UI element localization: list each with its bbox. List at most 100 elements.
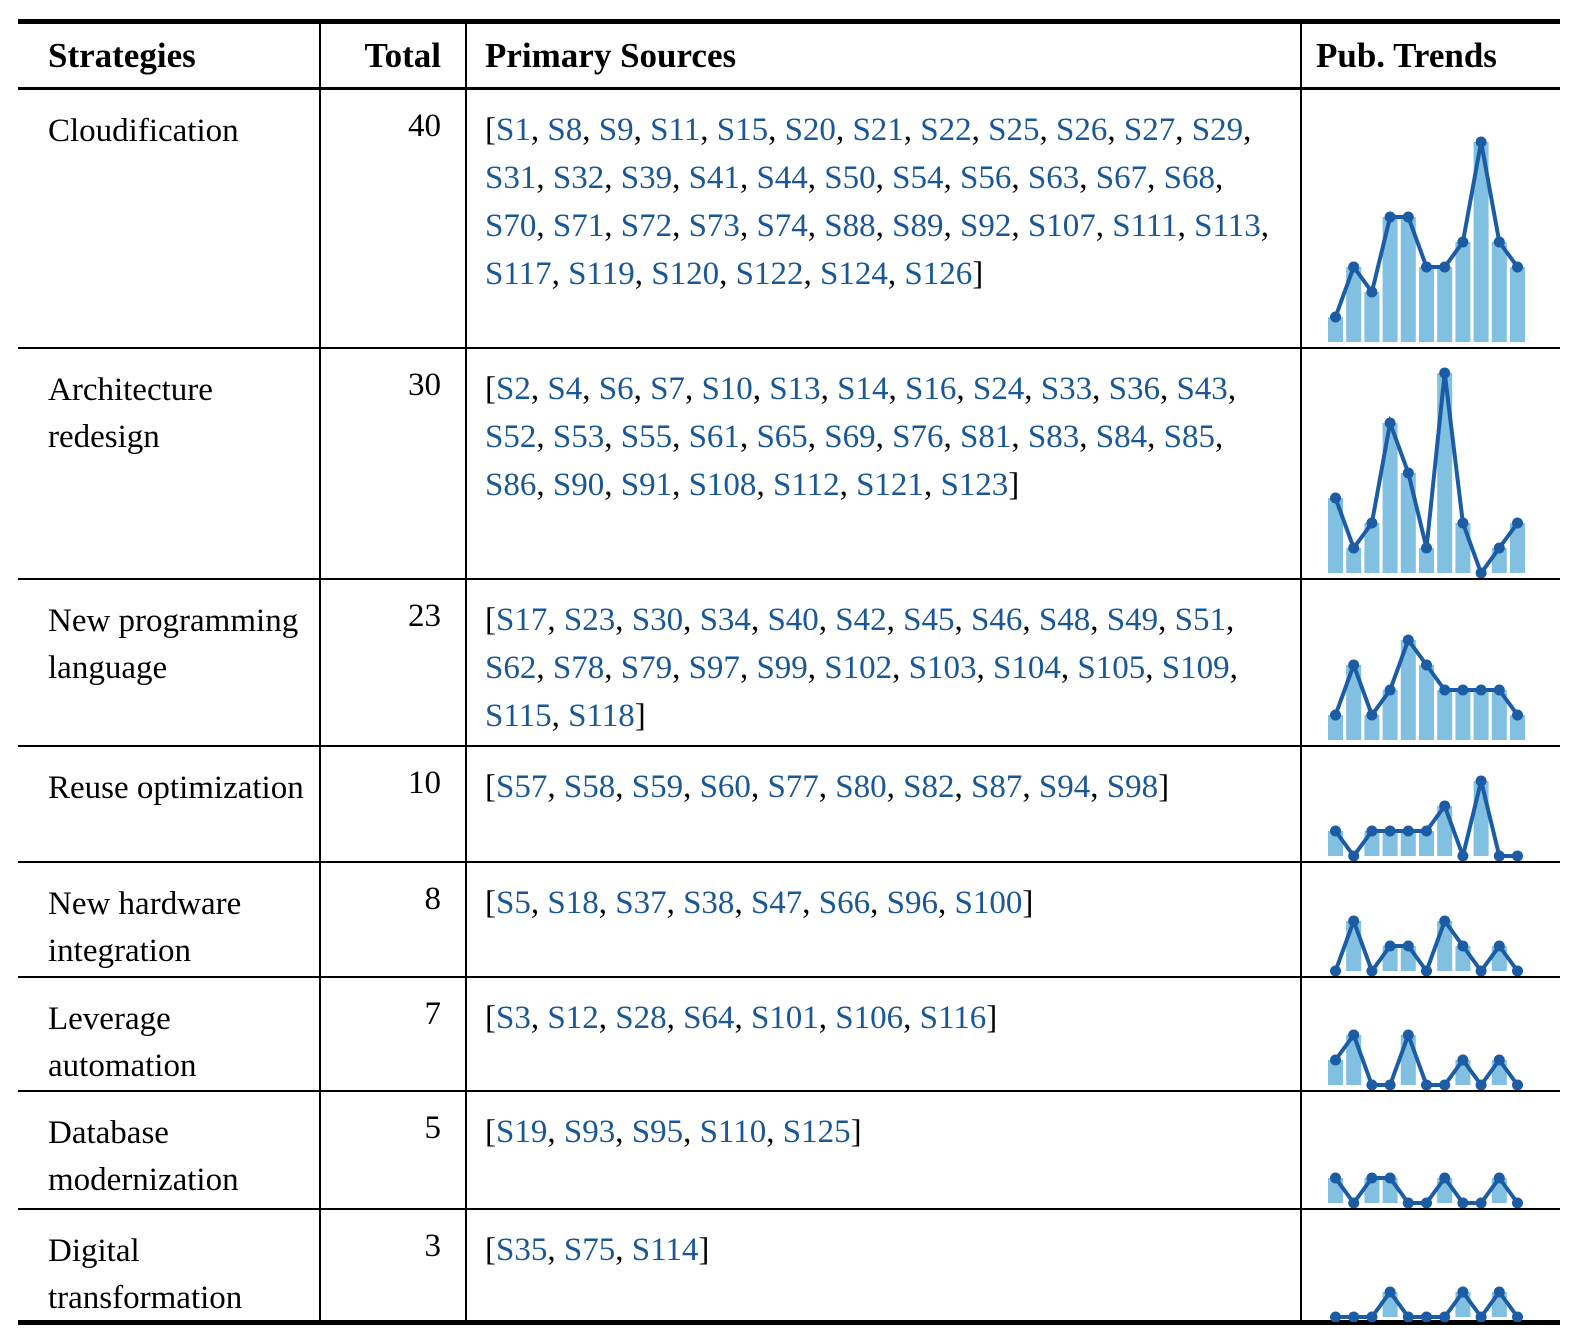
source-link[interactable]: S66 xyxy=(818,885,871,921)
source-link[interactable]: S97 xyxy=(688,650,740,686)
source-link[interactable]: S107 xyxy=(1027,208,1096,244)
source-link[interactable]: S36 xyxy=(1108,371,1160,407)
source-link[interactable]: S110 xyxy=(699,1114,767,1150)
source-link[interactable]: S22 xyxy=(920,112,972,148)
source-link[interactable]: S69 xyxy=(824,419,876,455)
source-link[interactable]: S31 xyxy=(485,160,537,196)
source-link[interactable]: S34 xyxy=(699,602,751,638)
source-link[interactable]: S85 xyxy=(1163,419,1215,455)
source-link[interactable]: S7 xyxy=(650,371,685,407)
source-link[interactable]: S103 xyxy=(908,650,977,686)
source-link[interactable]: S55 xyxy=(620,419,673,455)
source-link[interactable]: S53 xyxy=(552,419,605,455)
source-link[interactable]: S2 xyxy=(496,371,531,407)
source-link[interactable]: S44 xyxy=(756,160,808,196)
source-link[interactable]: S30 xyxy=(631,602,684,638)
source-link[interactable]: S24 xyxy=(972,371,1025,407)
source-link[interactable]: S76 xyxy=(892,419,944,455)
source-link[interactable]: S1 xyxy=(496,112,531,148)
source-link[interactable]: S5 xyxy=(496,885,531,921)
source-link[interactable]: S41 xyxy=(688,160,740,196)
source-link[interactable]: S15 xyxy=(716,112,769,148)
source-link[interactable]: S57 xyxy=(496,769,548,805)
source-link[interactable]: S63 xyxy=(1027,160,1080,196)
source-link[interactable]: S91 xyxy=(620,467,673,503)
source-link[interactable]: S93 xyxy=(563,1114,616,1150)
source-link[interactable]: S49 xyxy=(1106,602,1159,638)
source-link[interactable]: S79 xyxy=(620,650,673,686)
source-link[interactable]: S114 xyxy=(631,1232,699,1268)
source-link[interactable]: S102 xyxy=(824,650,893,686)
source-link[interactable]: S46 xyxy=(971,602,1023,638)
source-link[interactable]: S119 xyxy=(568,256,635,292)
source-link[interactable]: S115 xyxy=(485,698,552,734)
source-link[interactable]: S71 xyxy=(552,208,605,244)
source-link[interactable]: S4 xyxy=(547,371,583,407)
source-link[interactable]: S58 xyxy=(563,769,616,805)
source-link[interactable]: S25 xyxy=(988,112,1040,148)
source-link[interactable]: S9 xyxy=(598,112,634,148)
source-link[interactable]: S59 xyxy=(631,769,684,805)
source-link[interactable]: S21 xyxy=(852,112,904,148)
source-link[interactable]: S67 xyxy=(1095,160,1148,196)
source-link[interactable]: S87 xyxy=(971,769,1023,805)
source-link[interactable]: S68 xyxy=(1163,160,1215,196)
source-link[interactable]: S105 xyxy=(1077,650,1146,686)
source-link[interactable]: S11 xyxy=(650,112,701,148)
source-link[interactable]: S43 xyxy=(1176,371,1228,407)
source-link[interactable]: S60 xyxy=(699,769,751,805)
source-link[interactable]: S13 xyxy=(769,371,821,407)
source-link[interactable]: S47 xyxy=(750,885,803,921)
source-link[interactable]: S51 xyxy=(1174,602,1226,638)
source-link[interactable]: S106 xyxy=(835,1000,904,1036)
source-link[interactable]: S32 xyxy=(552,160,605,196)
source-link[interactable]: S73 xyxy=(688,208,740,244)
source-link[interactable]: S74 xyxy=(756,208,808,244)
source-link[interactable]: S89 xyxy=(892,208,944,244)
source-link[interactable]: S6 xyxy=(598,371,634,407)
source-link[interactable]: S38 xyxy=(683,885,735,921)
source-link[interactable]: S3 xyxy=(496,1000,531,1036)
source-link[interactable]: S50 xyxy=(824,160,876,196)
source-link[interactable]: S95 xyxy=(631,1114,684,1150)
source-link[interactable]: S101 xyxy=(750,1000,819,1036)
source-link[interactable]: S19 xyxy=(496,1114,548,1150)
source-link[interactable]: S26 xyxy=(1056,112,1108,148)
source-link[interactable]: S39 xyxy=(620,160,673,196)
source-link[interactable]: S112 xyxy=(772,467,840,503)
source-link[interactable]: S99 xyxy=(756,650,808,686)
source-link[interactable]: S122 xyxy=(735,256,804,292)
source-link[interactable]: S90 xyxy=(552,467,605,503)
source-link[interactable]: S124 xyxy=(820,256,888,292)
source-link[interactable]: S56 xyxy=(960,160,1012,196)
source-link[interactable]: S96 xyxy=(886,885,939,921)
source-link[interactable]: S84 xyxy=(1095,419,1148,455)
source-link[interactable]: S12 xyxy=(547,1000,599,1036)
source-link[interactable]: S29 xyxy=(1191,112,1244,148)
source-link[interactable]: S17 xyxy=(496,602,548,638)
source-link[interactable]: S61 xyxy=(688,419,740,455)
source-link[interactable]: S109 xyxy=(1161,650,1230,686)
source-link[interactable]: S42 xyxy=(835,602,887,638)
source-link[interactable]: S118 xyxy=(568,698,635,734)
source-link[interactable]: S20 xyxy=(784,112,836,148)
source-link[interactable]: S111 xyxy=(1112,208,1178,244)
source-link[interactable]: S37 xyxy=(615,885,667,921)
source-link[interactable]: S18 xyxy=(547,885,599,921)
source-link[interactable]: S121 xyxy=(856,467,924,503)
source-link[interactable]: S92 xyxy=(960,208,1012,244)
source-link[interactable]: S33 xyxy=(1040,371,1093,407)
source-link[interactable]: S126 xyxy=(904,256,973,292)
source-link[interactable]: S23 xyxy=(563,602,616,638)
source-link[interactable]: S48 xyxy=(1038,602,1091,638)
source-link[interactable]: S45 xyxy=(903,602,955,638)
source-link[interactable]: S27 xyxy=(1123,112,1176,148)
source-link[interactable]: S116 xyxy=(919,1000,987,1036)
source-link[interactable]: S54 xyxy=(892,160,944,196)
source-link[interactable]: S94 xyxy=(1038,769,1091,805)
source-link[interactable]: S120 xyxy=(651,256,720,292)
source-link[interactable]: S88 xyxy=(824,208,876,244)
source-link[interactable]: S16 xyxy=(905,371,957,407)
source-link[interactable]: S65 xyxy=(756,419,808,455)
source-link[interactable]: S117 xyxy=(485,256,552,292)
